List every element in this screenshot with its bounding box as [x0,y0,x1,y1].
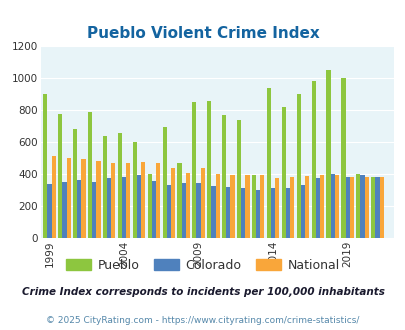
Bar [370,177,374,238]
Bar [156,163,160,238]
Bar [166,185,171,238]
Bar [185,173,190,238]
Bar [285,188,290,238]
Bar [304,176,308,238]
Bar [126,163,130,238]
Bar [241,188,245,238]
Bar [122,177,126,238]
Bar [96,161,100,238]
Bar [252,175,256,238]
Bar [319,175,323,238]
Bar [364,177,368,238]
Bar [92,182,96,238]
Bar [345,177,349,238]
Bar [77,180,81,238]
Bar [330,174,334,238]
Bar [73,129,77,238]
Bar [334,175,338,238]
Bar [222,115,226,238]
Text: © 2025 CityRating.com - https://www.cityrating.com/crime-statistics/: © 2025 CityRating.com - https://www.city… [46,316,359,325]
Bar [266,88,271,238]
Bar [360,175,364,238]
Bar [196,182,200,238]
Bar [43,94,47,238]
Bar [171,168,175,238]
Bar [341,78,345,238]
Bar [237,120,241,238]
Bar [132,142,136,238]
Bar [215,174,219,238]
Bar [281,107,285,238]
Bar [230,175,234,238]
Bar [326,70,330,238]
Bar [349,177,353,238]
Bar [66,158,70,238]
Bar [226,187,230,238]
Bar [177,163,181,238]
Bar [151,181,156,238]
Bar [207,101,211,238]
Bar [111,163,115,238]
Bar [58,114,62,238]
Bar [181,182,185,238]
Bar [88,113,92,238]
Bar [296,94,300,238]
Bar [141,162,145,238]
Bar [271,188,275,238]
Bar [102,136,107,238]
Bar [147,174,151,238]
Bar [374,177,379,238]
Legend: Pueblo, Colorado, National: Pueblo, Colorado, National [61,254,344,277]
Bar [200,168,205,238]
Bar [379,177,383,238]
Bar [300,185,304,238]
Bar [192,102,196,238]
Bar [62,182,66,238]
Bar [117,133,121,238]
Bar [290,177,294,238]
Text: Crime Index corresponds to incidents per 100,000 inhabitants: Crime Index corresponds to incidents per… [21,287,384,297]
Text: Pueblo Violent Crime Index: Pueblo Violent Crime Index [86,25,319,41]
Bar [47,184,51,238]
Bar [211,186,215,238]
Bar [275,178,279,238]
Bar [107,178,111,238]
Bar [136,175,141,238]
Bar [51,156,55,238]
Bar [315,178,319,238]
Bar [256,190,260,238]
Bar [162,127,166,238]
Bar [81,159,85,238]
Bar [311,81,315,238]
Bar [355,174,360,238]
Bar [260,175,264,238]
Bar [245,175,249,238]
